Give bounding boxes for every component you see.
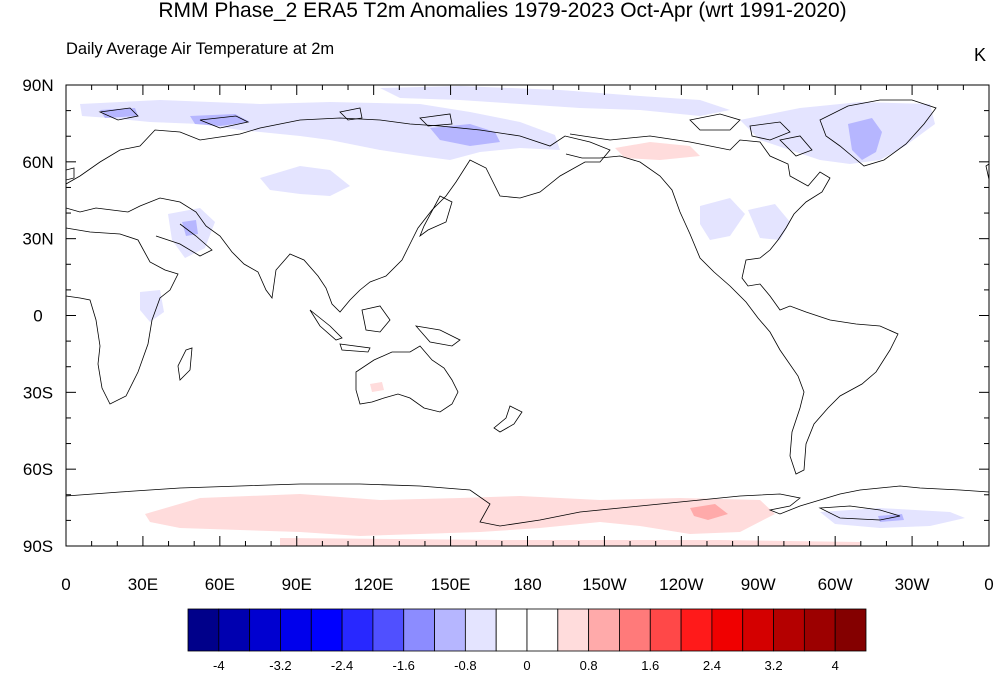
colorbar-swatch [372,608,405,652]
lon-label: 120W [659,575,703,594]
colorbar-label: 1.6 [641,658,659,673]
colorbar-label: -1.6 [393,658,415,673]
units-label: K [974,45,987,65]
colorbar-swatch [341,608,374,652]
greenland-cold-anomaly-strong [848,118,882,160]
lat-label: 0 [33,307,42,326]
lon-label: 30E [128,575,158,594]
colorbar-label: 0.8 [580,658,598,673]
coastline-canadian-arctic [689,113,813,157]
coastlines [66,99,989,527]
colorbar-swatch [464,608,497,652]
colorbar-label: 2.4 [703,658,721,673]
coastline-greenland [819,99,937,167]
lon-label: 90E [282,575,312,594]
colorbar-swatch [403,608,435,652]
coastline-madagascar [177,347,193,381]
colorbar-label: -3.2 [269,658,291,673]
middle-east-cold-anomaly-strong [182,220,198,236]
colorbar-label: 0 [523,658,530,673]
longitude-labels: 0 30E 60E 90E 120E 150E 180 150W 120W 90W 60W 30W 0 [61,575,993,594]
antarctic-warm-anomaly-strong [690,504,728,520]
colorbar-swatch [495,608,528,652]
lat-label: 30S [23,383,53,402]
lon-label: 150E [431,575,471,594]
lon-label: 0 [61,575,70,594]
coastline-north-america [565,133,899,475]
coastline-sumatra [309,309,343,341]
colorbar-swatch [711,608,744,652]
lon-label: 180 [513,575,541,594]
colorbar-swatch [434,608,466,652]
anomaly-shading [80,86,965,546]
colorbar [187,608,867,652]
axis-ticks [65,84,990,547]
colorbar-label: -2.4 [331,658,353,673]
lon-label: 120E [354,575,394,594]
lon-label: 90W [741,575,776,594]
colorbar-swatch [742,608,774,652]
colorbar-swatch [310,608,343,652]
lon-label: 60W [818,575,853,594]
coastline-severnaya [339,107,453,127]
lat-label: 60N [22,153,53,172]
coastline-java [339,343,371,353]
coastline-australia [355,345,459,413]
arctic-cold-anomaly-north [380,86,730,116]
lon-label: 60E [205,575,235,594]
coastline-new-zealand [493,405,523,433]
coastline-uk [66,163,989,182]
colorbar-swatch [649,608,682,652]
lat-label: 60S [23,460,53,479]
central-asia-cold-anomaly [260,166,350,196]
coastline-borneo [361,305,391,333]
east-us-cold-anomaly [748,204,790,240]
colorbar-label: 4 [832,658,839,673]
lon-label: 0 [984,575,993,594]
chart-subtitle: Daily Average Air Temperature at 2m [66,40,335,58]
colorbar-swatch [834,608,867,652]
chart-title: RMM Phase_2 ERA5 T2m Anomalies 1979-2023… [158,0,847,22]
coastline-antarctica [66,483,989,527]
colorbar-swatch [680,608,713,652]
lat-label: 30N [22,230,53,249]
colorbar-label: -4 [213,658,225,673]
lat-label: 90S [23,537,53,556]
arctic-cold-anomaly-strong-2 [190,114,250,126]
coastline-antarctic-peninsula [818,505,901,521]
north-america-cold-anomaly [700,198,745,240]
antarctic-warm-anomaly [145,494,775,536]
colorbar-swatch [773,608,805,652]
colorbar-swatch [218,608,251,652]
colorbar-labels: -4 -3.2 -2.4 -1.6 -0.8 0 0.8 1.6 2.4 3.2 4 [213,658,839,673]
arctic-cold-anomaly-strong [430,124,500,146]
latitude-labels: 90N 60N 30N 0 30S 60S 90S [22,76,53,556]
coastline-newguinea [414,325,461,347]
bering-warm-anomaly [615,142,700,160]
east-africa-cold-anomaly [140,290,164,322]
lon-label: 150W [582,575,626,594]
australia-warm-anomaly [370,382,384,392]
colorbar-swatch [187,608,220,652]
colorbar-swatch [588,608,620,652]
coastline-africa [66,227,179,405]
coastline-novaya-zemlya [199,115,250,129]
antarctic-warm-anomaly-south [280,538,860,546]
colorbar-swatch [619,608,651,652]
colorbar-label: -0.8 [454,658,476,673]
colorbar-swatch [280,608,312,652]
lat-label: 90N [22,76,53,95]
coastline-arabia [155,223,213,257]
colorbar-swatch [803,608,836,652]
colorbar-swatch [249,608,281,652]
coastline-japan [419,195,453,238]
colorbar-swatch [526,608,559,652]
colorbar-label: 3.2 [765,658,783,673]
colorbar-swatch [557,608,590,652]
lon-label: 30W [895,575,930,594]
coastline-eurasia [66,117,611,313]
coastline-svalbard [98,107,139,121]
